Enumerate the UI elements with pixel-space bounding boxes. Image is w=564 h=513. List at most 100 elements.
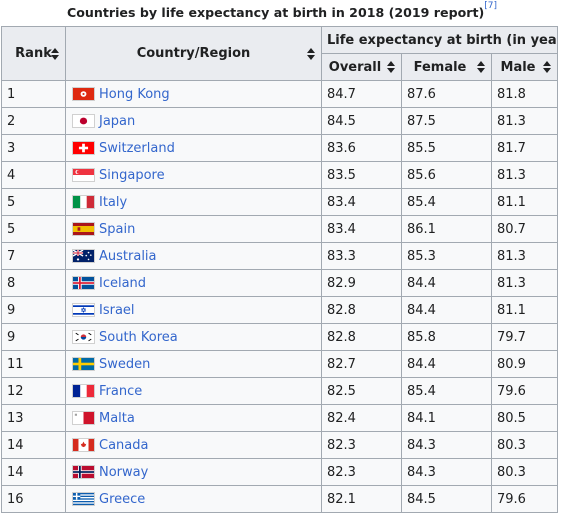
overall-cell: 82.8 — [321, 323, 402, 351]
table-row: 12 France 82.5 85.4 79.6 — [1, 377, 559, 405]
country-link[interactable]: Iceland — [99, 275, 147, 291]
singapore-flag-icon — [72, 168, 95, 182]
country-link[interactable]: Israel — [99, 302, 135, 318]
overall-cell: 82.1 — [321, 485, 402, 513]
group-header-label: Life expectancy at birth (in years) — [327, 32, 558, 48]
country-cell: Israel — [65, 296, 322, 324]
male-cell: 81.8 — [490, 80, 559, 108]
male-cell: 80.3 — [490, 431, 559, 459]
table-row: 9 Israel 82.8 84.4 81.1 — [1, 296, 559, 324]
rank-cell: 1 — [1, 80, 66, 108]
table-row: 3 Switzerland 83.6 85.5 81.7 — [1, 134, 559, 162]
rank-cell: 7 — [1, 242, 66, 270]
rank-cell: 5 — [1, 215, 66, 243]
country-link[interactable]: Singapore — [99, 167, 165, 183]
male-cell: 81.3 — [490, 107, 559, 135]
female-cell: 84.1 — [401, 404, 492, 432]
overall-cell: 82.9 — [321, 269, 402, 297]
overall-cell: 82.8 — [321, 296, 402, 324]
country-link[interactable]: Spain — [99, 221, 136, 237]
rank-cell: 12 — [1, 377, 66, 405]
female-header-label: Female — [413, 59, 467, 75]
male-cell: 81.7 — [490, 134, 559, 162]
overall-header-label: Overall — [328, 59, 382, 75]
sort-icon — [307, 47, 315, 60]
table-row: 11 Sweden 82.7 84.4 80.9 — [1, 350, 559, 378]
country-cell: Iceland — [65, 269, 322, 297]
life-expectancy-group-header: Life expectancy at birth (in years) — [320, 26, 559, 54]
canada-flag-icon — [72, 438, 95, 452]
country-link[interactable]: Sweden — [99, 356, 151, 372]
table-row: 7 Australia 83.3 85.3 81.3 — [1, 242, 559, 270]
country-link[interactable]: South Korea — [99, 329, 178, 345]
overall-cell: 83.5 — [321, 161, 402, 189]
japan-flag-icon — [72, 114, 95, 128]
male-cell: 79.7 — [490, 323, 559, 351]
female-cell: 87.6 — [401, 80, 492, 108]
country-link[interactable]: Hong Kong — [99, 86, 170, 102]
caption-reference: [7] — [484, 1, 497, 11]
table-body: 1 Hong Kong 84.7 87.6 81.8 2 Japan 84.5 87.5 81.3… — [1, 80, 559, 513]
country-cell: Hong Kong — [65, 80, 322, 108]
sweden-flag-icon — [72, 357, 95, 371]
overall-cell: 83.4 — [321, 188, 402, 216]
male-cell: 80.3 — [490, 458, 559, 486]
country-cell: Canada — [65, 431, 322, 459]
overall-column-header[interactable]: Overall — [321, 53, 402, 81]
rank-column-header[interactable]: Rank — [1, 26, 66, 81]
rank-header-label: Rank — [15, 46, 52, 61]
sort-icon — [543, 61, 552, 73]
table-row: 2 Japan 84.5 87.5 81.3 — [1, 107, 559, 135]
overall-cell: 83.3 — [321, 242, 402, 270]
country-column-header[interactable]: Country/Region — [65, 26, 322, 81]
country-link[interactable]: France — [99, 383, 143, 399]
iceland-flag-icon — [72, 276, 95, 290]
country-link[interactable]: Norway — [99, 464, 149, 480]
rank-cell: 9 — [1, 296, 66, 324]
table-row: 9 South Korea 82.8 85.8 79.7 — [1, 323, 559, 351]
table-row: 5 Italy 83.4 85.4 81.1 — [1, 188, 559, 216]
female-cell: 85.4 — [401, 188, 492, 216]
overall-cell: 83.4 — [321, 215, 402, 243]
table-row: 16 Greece 82.1 84.5 79.6 — [1, 485, 559, 513]
south-korea-flag-icon — [72, 330, 95, 344]
country-link[interactable]: Canada — [99, 437, 149, 453]
table-caption: Countries by life expectancy at birth in… — [0, 0, 564, 26]
rank-cell: 3 — [1, 134, 66, 162]
table-row: 1 Hong Kong 84.7 87.6 81.8 — [1, 80, 559, 108]
female-cell: 85.3 — [401, 242, 492, 270]
france-flag-icon — [72, 384, 95, 398]
country-link[interactable]: Greece — [99, 491, 146, 507]
rank-cell: 16 — [1, 485, 66, 513]
female-cell: 84.3 — [401, 458, 492, 486]
country-link[interactable]: Malta — [99, 410, 135, 426]
female-cell: 84.4 — [401, 296, 492, 324]
reference-link[interactable]: [7] — [484, 1, 497, 11]
female-cell: 84.4 — [401, 269, 492, 297]
female-cell: 84.4 — [401, 350, 492, 378]
table-row: 8 Iceland 82.9 84.4 81.3 — [1, 269, 559, 297]
female-column-header[interactable]: Female — [401, 53, 492, 81]
country-cell: Sweden — [65, 350, 322, 378]
hong-kong-flag-icon — [72, 87, 95, 101]
female-cell: 85.8 — [401, 323, 492, 351]
male-cell: 81.3 — [490, 242, 559, 270]
country-link[interactable]: Japan — [99, 113, 136, 129]
female-cell: 84.3 — [401, 431, 492, 459]
male-cell: 79.6 — [490, 377, 559, 405]
male-cell: 80.5 — [490, 404, 559, 432]
life-expectancy-table: Rank Country/Region Life expectancy at b… — [1, 26, 559, 513]
country-link[interactable]: Italy — [99, 194, 128, 210]
rank-cell: 14 — [1, 431, 66, 459]
overall-cell: 82.7 — [321, 350, 402, 378]
table-row: 4 Singapore 83.5 85.6 81.3 — [1, 161, 559, 189]
country-cell: Italy — [65, 188, 322, 216]
male-cell: 80.7 — [490, 215, 559, 243]
male-cell: 80.9 — [490, 350, 559, 378]
table-row: 14 Norway 82.3 84.3 80.3 — [1, 458, 559, 486]
male-column-header[interactable]: Male — [490, 53, 559, 81]
country-link[interactable]: Switzerland — [99, 140, 175, 156]
country-link[interactable]: Australia — [99, 248, 157, 264]
greece-flag-icon — [72, 492, 95, 506]
australia-flag-icon — [72, 249, 95, 263]
